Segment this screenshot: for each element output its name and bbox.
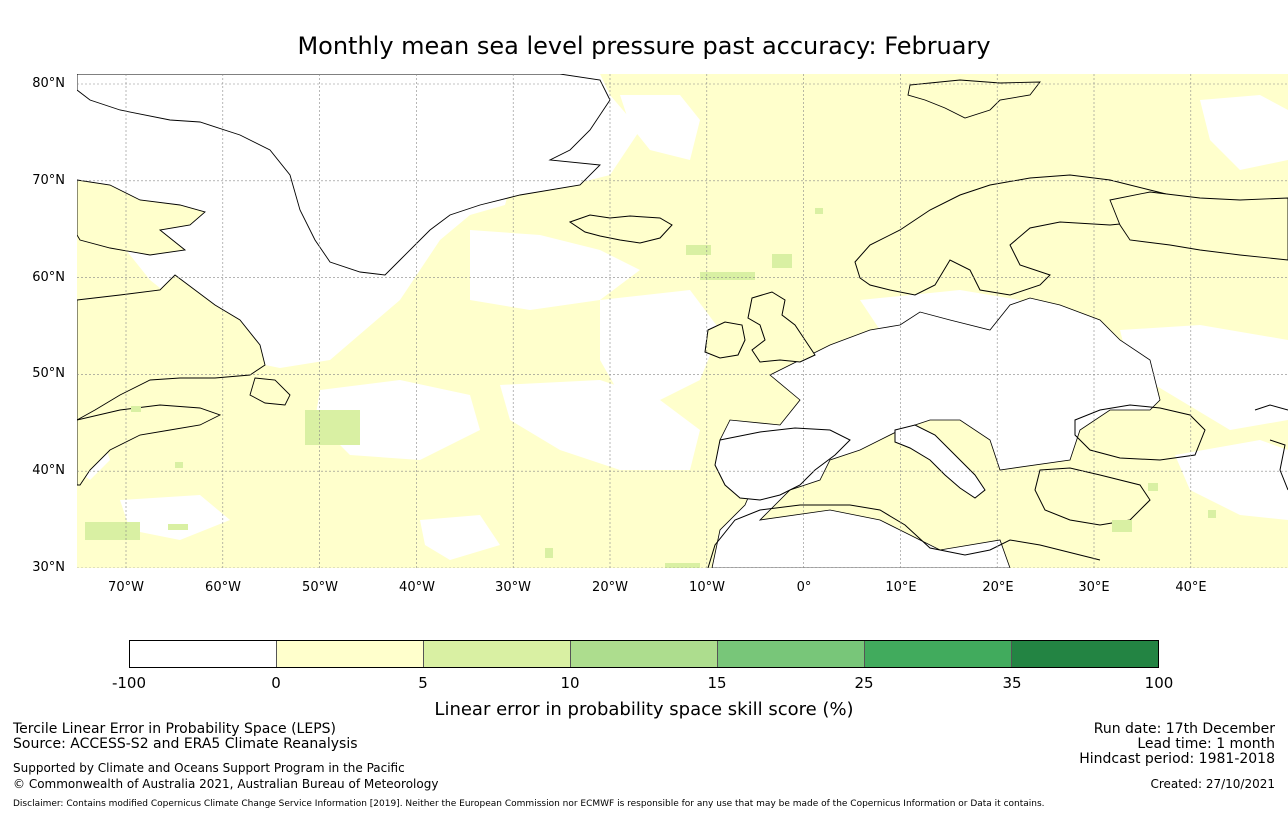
colorbar-tick: 10 bbox=[560, 674, 580, 692]
lon-label-0: 0° bbox=[796, 580, 812, 595]
colorbar-tick: 15 bbox=[707, 674, 727, 692]
lat-label-60n: 60°N bbox=[32, 270, 65, 285]
colorbar-segment-2 bbox=[277, 641, 424, 667]
colorbar-tick: -100 bbox=[111, 674, 147, 692]
skill-patches-light-green bbox=[85, 208, 1216, 568]
colorbar-tick: 35 bbox=[1002, 674, 1022, 692]
lead-time-text: Lead time: 1 month bbox=[1137, 736, 1275, 752]
colorbar-tick: 0 bbox=[271, 674, 281, 692]
hindcast-text: Hindcast period: 1981-2018 bbox=[1079, 751, 1275, 767]
britain-coast bbox=[747, 291, 816, 363]
lon-label-60w: 60°W bbox=[205, 580, 241, 595]
land-no-data bbox=[711, 297, 1161, 568]
support-text: Supported by Climate and Oceans Support … bbox=[13, 761, 405, 775]
lon-label-40w: 40°W bbox=[399, 580, 435, 595]
lon-label-20w: 20°W bbox=[592, 580, 628, 595]
iceland-coast bbox=[568, 214, 673, 244]
colorbar-segment-5 bbox=[718, 641, 865, 667]
colorbar bbox=[129, 640, 1159, 668]
colorbar-segment-4 bbox=[571, 641, 718, 667]
chart-title: Monthly mean sea level pressure past acc… bbox=[297, 32, 991, 60]
lat-label-70n: 70°N bbox=[32, 173, 65, 188]
copyright-text: © Commonwealth of Australia 2021, Austra… bbox=[13, 777, 439, 791]
lon-label-10w: 10°W bbox=[689, 580, 725, 595]
colorbar-tick: 5 bbox=[418, 674, 428, 692]
lon-label-50w: 50°W bbox=[302, 580, 338, 595]
colorbar-segment-7 bbox=[1012, 641, 1158, 667]
lat-label-40n: 40°N bbox=[32, 463, 65, 478]
method-text: Tercile Linear Error in Probability Spac… bbox=[13, 721, 336, 737]
lat-label-80n: 80°N bbox=[32, 76, 65, 91]
russia-north-coast bbox=[1109, 191, 1288, 261]
ireland-coast bbox=[704, 321, 746, 359]
lon-label-30e: 30°E bbox=[1078, 580, 1110, 595]
labrador-coast bbox=[77, 274, 266, 421]
north-africa-coast bbox=[707, 504, 1101, 568]
disclaimer-text: Disclaimer: Contains modified Copernicus… bbox=[13, 799, 1045, 809]
lon-label-10e: 10°E bbox=[885, 580, 917, 595]
black-sea-coast bbox=[1074, 404, 1206, 461]
nova-scotia-coast bbox=[77, 404, 222, 486]
colorbar-tick: 25 bbox=[854, 674, 874, 692]
colorbar-tick: 100 bbox=[1144, 674, 1174, 692]
newfoundland-coast bbox=[249, 377, 291, 406]
colorbar-segment-3 bbox=[424, 641, 571, 667]
colorbar-segment-1 bbox=[130, 641, 277, 667]
created-text: Created: 27/10/2021 bbox=[1150, 777, 1275, 791]
iberia-coast bbox=[714, 427, 851, 501]
run-date-text: Run date: 17th December bbox=[1093, 721, 1275, 737]
svalbard-coast bbox=[907, 79, 1041, 119]
lon-label-40e: 40°E bbox=[1175, 580, 1207, 595]
colorbar-label: Linear error in probability space skill … bbox=[434, 699, 854, 720]
graticule bbox=[77, 74, 1288, 568]
italy-coast bbox=[894, 424, 986, 499]
lat-label-30n: 30°N bbox=[32, 560, 65, 575]
source-text: Source: ACCESS-S2 and ERA5 Climate Reana… bbox=[13, 736, 358, 752]
caspian-coast bbox=[1254, 404, 1288, 491]
lon-label-20e: 20°E bbox=[982, 580, 1014, 595]
greenland-coast bbox=[77, 74, 611, 276]
lat-label-50n: 50°N bbox=[32, 366, 65, 381]
lon-label-70w: 70°W bbox=[108, 580, 144, 595]
canada-arctic-coast bbox=[77, 179, 206, 256]
lon-label-30w: 30°W bbox=[495, 580, 531, 595]
colorbar-segment-6 bbox=[865, 641, 1012, 667]
